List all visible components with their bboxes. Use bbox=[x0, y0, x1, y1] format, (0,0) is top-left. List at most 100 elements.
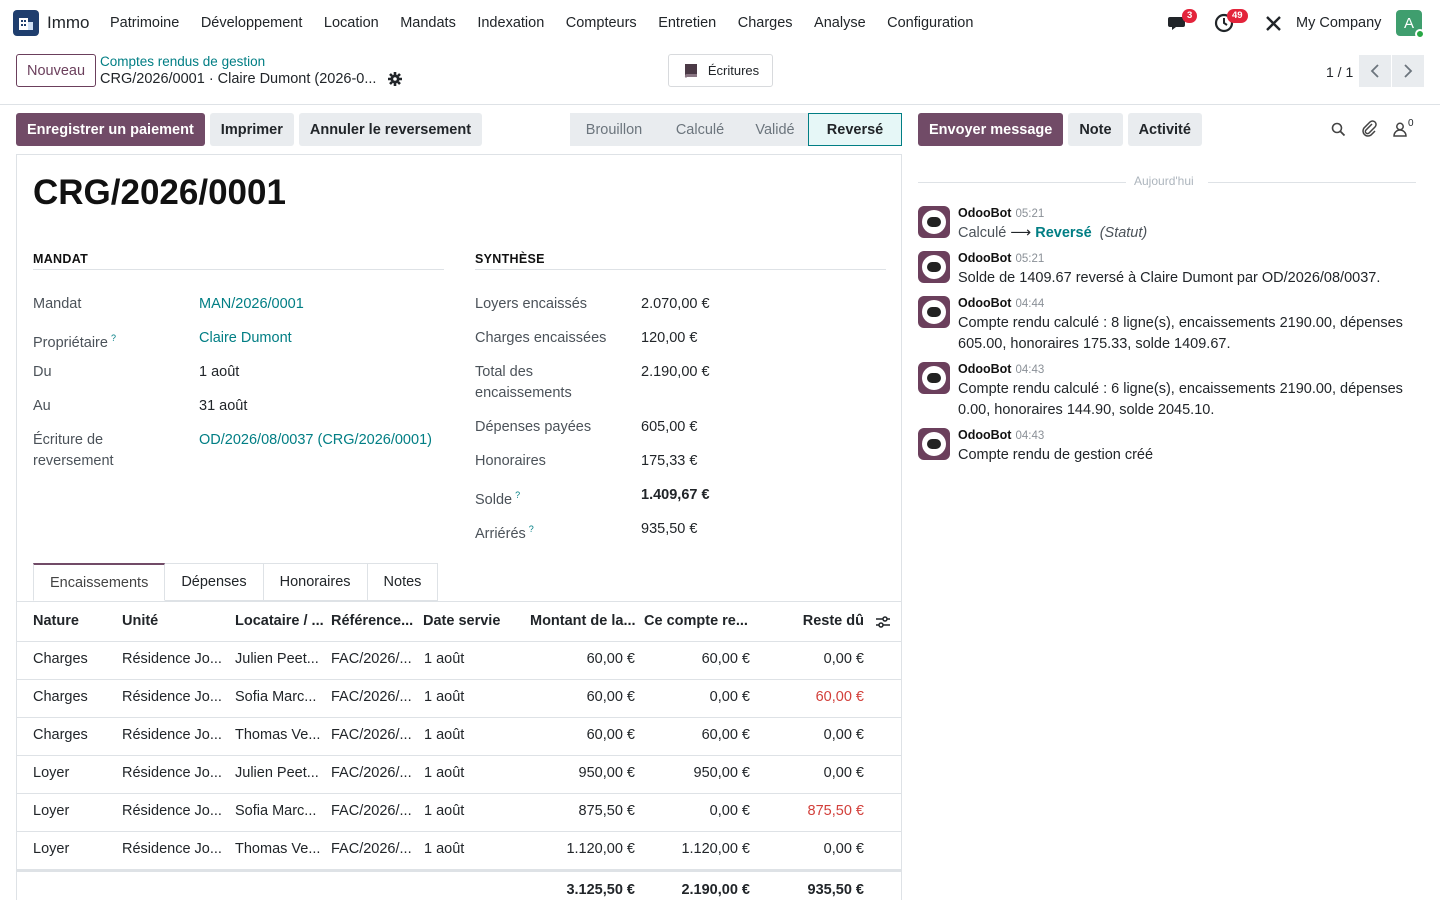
search-icon[interactable] bbox=[1331, 122, 1346, 137]
cell-nature: Loyer bbox=[33, 765, 70, 781]
breadcrumb-parent[interactable]: Comptes rendus de gestion bbox=[100, 54, 266, 69]
column-settings-icon[interactable] bbox=[876, 615, 890, 629]
cell-date: 1 août bbox=[424, 689, 465, 705]
cell-reference: FAC/2026/... bbox=[331, 689, 412, 705]
author-name[interactable]: OdooBot bbox=[958, 251, 1012, 265]
pager-value[interactable]: 1 / 1 bbox=[1326, 64, 1354, 80]
apps-menu-icon[interactable] bbox=[13, 10, 39, 36]
activity-button[interactable]: Activité bbox=[1127, 113, 1202, 146]
cell-nature: Charges bbox=[33, 651, 88, 667]
pager-next-button[interactable] bbox=[1392, 55, 1424, 87]
company-switcher[interactable]: My Company bbox=[1296, 15, 1382, 31]
status-valide[interactable]: Validé bbox=[742, 113, 808, 146]
col-reference[interactable]: Référence... bbox=[331, 613, 414, 629]
col-nature[interactable]: Nature bbox=[33, 613, 79, 629]
help-tooltip-icon[interactable]: ? bbox=[110, 333, 116, 343]
owner-value[interactable]: Claire Dumont bbox=[199, 330, 292, 346]
cell-date: 1 août bbox=[424, 765, 465, 781]
odoobot-avatar[interactable] bbox=[918, 206, 950, 238]
message-author: OdooBot 05:21 bbox=[958, 251, 1044, 265]
form-sheet: CRG/2026/0001 MANDAT SYNTHÈSE Mandat MAN… bbox=[16, 154, 902, 900]
arrears-label-text: Arriérés bbox=[475, 525, 526, 542]
separator-line bbox=[918, 182, 1126, 183]
menu-compteurs[interactable]: Compteurs bbox=[565, 15, 637, 31]
menu-indexation[interactable]: Indexation bbox=[477, 15, 545, 31]
tab-honoraires[interactable]: Honoraires bbox=[263, 563, 368, 601]
menu-mandats[interactable]: Mandats bbox=[400, 15, 456, 31]
register-payment-button[interactable]: Enregistrer un paiement bbox=[16, 113, 205, 146]
form-action-buttons: Enregistrer un paiement Imprimer Annuler… bbox=[16, 113, 487, 146]
charges-collected-value: 120,00 € bbox=[641, 330, 698, 346]
odoobot-avatar[interactable] bbox=[918, 362, 950, 394]
tab-depenses[interactable]: Dépenses bbox=[165, 563, 264, 601]
col-reste-du[interactable]: Reste dû bbox=[802, 613, 864, 629]
transfer-entry-value[interactable]: OD/2026/08/0037 (CRG/2026/0001) bbox=[199, 432, 432, 448]
help-tooltip-icon[interactable]: ? bbox=[528, 524, 534, 534]
user-avatar[interactable]: A bbox=[1396, 10, 1425, 39]
paperclip-icon[interactable] bbox=[1361, 120, 1377, 137]
messages-systray[interactable]: 3 bbox=[1168, 9, 1198, 35]
table-row[interactable]: Loyer Résidence Jo... Thomas Ve... FAC/2… bbox=[17, 832, 901, 870]
print-button[interactable]: Imprimer bbox=[209, 113, 294, 146]
author-name[interactable]: OdooBot bbox=[958, 428, 1012, 442]
status-reverse[interactable]: Reversé bbox=[808, 113, 902, 146]
tab-encaissements[interactable]: Encaissements bbox=[33, 563, 166, 601]
menu-location[interactable]: Location bbox=[323, 15, 379, 31]
cell-ce-compte: 0,00 € bbox=[709, 803, 750, 819]
col-date-servie[interactable]: Date servie bbox=[423, 613, 501, 629]
table-row[interactable]: Charges Résidence Jo... Thomas Ve... FAC… bbox=[17, 718, 901, 756]
mandat-value[interactable]: MAN/2026/0001 bbox=[199, 296, 304, 312]
record-title: CRG/2026/0001 bbox=[33, 173, 286, 212]
cell-reference: FAC/2026/... bbox=[331, 841, 412, 857]
author-name[interactable]: OdooBot bbox=[958, 362, 1012, 376]
log-note-button[interactable]: Note bbox=[1068, 113, 1123, 146]
odoobot-avatar[interactable] bbox=[918, 296, 950, 328]
transfer-entry-label: Écriture de reversement bbox=[33, 432, 114, 469]
status-brouillon[interactable]: Brouillon bbox=[570, 113, 658, 146]
tab-notes[interactable]: Notes bbox=[367, 563, 439, 601]
col-ce-compte[interactable]: Ce compte re... bbox=[644, 613, 748, 629]
total-collected-label: Total des encaissements bbox=[475, 364, 572, 401]
col-montant[interactable]: Montant de la... bbox=[530, 613, 636, 629]
to-value[interactable]: 31 août bbox=[199, 398, 248, 414]
help-tooltip-icon[interactable]: ? bbox=[515, 490, 521, 500]
ecritures-smart-button[interactable]: Écritures bbox=[668, 54, 773, 87]
col-unite[interactable]: Unité bbox=[122, 613, 159, 629]
followers-icon[interactable] bbox=[1393, 122, 1407, 137]
menu-entretien[interactable]: Entretien bbox=[658, 15, 717, 31]
cancel-transfer-button[interactable]: Annuler le reversement bbox=[298, 113, 483, 146]
pager-previous-button[interactable] bbox=[1359, 55, 1391, 87]
app-name[interactable]: Immo bbox=[47, 13, 90, 32]
menu-analyse[interactable]: Analyse bbox=[814, 15, 866, 31]
rents-collected-label: Loyers encaissés bbox=[475, 296, 588, 312]
activities-systray[interactable]: 49 bbox=[1214, 9, 1248, 35]
table-row[interactable]: Charges Résidence Jo... Sofia Marc... FA… bbox=[17, 680, 901, 718]
cell-locataire: Thomas Ve... bbox=[235, 727, 321, 743]
table-row[interactable]: Charges Résidence Jo... Julien Peet... F… bbox=[17, 642, 901, 680]
cell-reference: FAC/2026/... bbox=[331, 765, 412, 781]
menu-developpement[interactable]: Développement bbox=[200, 15, 303, 31]
cell-date: 1 août bbox=[424, 651, 465, 667]
tracking-old-value: Calculé bbox=[958, 225, 1007, 241]
author-name[interactable]: OdooBot bbox=[958, 206, 1012, 220]
table-row[interactable]: Loyer Résidence Jo... Sofia Marc... FAC/… bbox=[17, 794, 901, 832]
status-calcule[interactable]: Calculé bbox=[658, 113, 742, 146]
debug-tools-icon[interactable] bbox=[1265, 15, 1282, 32]
table-row[interactable]: Loyer Résidence Jo... Julien Peet... FAC… bbox=[17, 756, 901, 794]
tracking-field-name: (Statut) bbox=[1099, 225, 1148, 241]
menu-charges[interactable]: Charges bbox=[737, 15, 793, 31]
author-name[interactable]: OdooBot bbox=[958, 296, 1012, 310]
gear-icon[interactable] bbox=[388, 72, 402, 86]
balance-label: Solde? bbox=[475, 485, 520, 511]
expenses-paid-value: 605,00 € bbox=[641, 419, 698, 435]
message-author: OdooBot 04:43 bbox=[958, 362, 1044, 376]
new-button[interactable]: Nouveau bbox=[16, 54, 96, 87]
menu-patrimoine[interactable]: Patrimoine bbox=[110, 15, 180, 31]
menu-configuration[interactable]: Configuration bbox=[887, 15, 974, 31]
col-locataire[interactable]: Locataire / ... bbox=[235, 613, 324, 629]
odoobot-avatar[interactable] bbox=[918, 428, 950, 460]
send-message-button[interactable]: Envoyer message bbox=[918, 113, 1064, 146]
odoobot-avatar[interactable] bbox=[918, 251, 950, 283]
cell-date: 1 août bbox=[424, 841, 465, 857]
from-value[interactable]: 1 août bbox=[199, 364, 240, 380]
